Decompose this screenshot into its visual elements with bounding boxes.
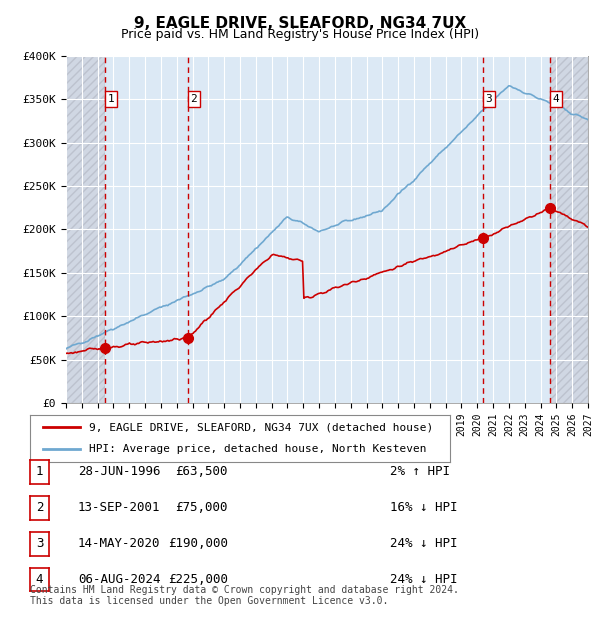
Text: 2: 2: [36, 502, 43, 514]
Text: 2% ↑ HPI: 2% ↑ HPI: [390, 466, 450, 478]
Bar: [550, 56, 588, 403]
Text: £63,500: £63,500: [176, 466, 228, 478]
Text: £225,000: £225,000: [168, 574, 228, 586]
Text: 24% ↓ HPI: 24% ↓ HPI: [390, 538, 458, 550]
Bar: [66, 56, 106, 403]
Bar: [106, 56, 188, 403]
Text: 4: 4: [36, 574, 43, 586]
Text: 28-JUN-1996: 28-JUN-1996: [78, 466, 161, 478]
Text: 3: 3: [485, 94, 492, 104]
Text: £75,000: £75,000: [176, 502, 228, 514]
Text: 3: 3: [36, 538, 43, 550]
Text: Price paid vs. HM Land Registry's House Price Index (HPI): Price paid vs. HM Land Registry's House …: [121, 28, 479, 41]
Text: 14-MAY-2020: 14-MAY-2020: [78, 538, 161, 550]
Text: 24% ↓ HPI: 24% ↓ HPI: [390, 574, 458, 586]
Bar: [188, 56, 483, 403]
Text: 2: 2: [190, 94, 197, 104]
Text: 9, EAGLE DRIVE, SLEAFORD, NG34 7UX (detached house): 9, EAGLE DRIVE, SLEAFORD, NG34 7UX (deta…: [89, 422, 433, 432]
Text: £190,000: £190,000: [168, 538, 228, 550]
Text: 9, EAGLE DRIVE, SLEAFORD, NG34 7UX: 9, EAGLE DRIVE, SLEAFORD, NG34 7UX: [134, 16, 466, 30]
Text: 06-AUG-2024: 06-AUG-2024: [78, 574, 161, 586]
Text: Contains HM Land Registry data © Crown copyright and database right 2024.
This d: Contains HM Land Registry data © Crown c…: [30, 585, 459, 606]
Text: 1: 1: [108, 94, 115, 104]
Text: 4: 4: [553, 94, 559, 104]
Text: HPI: Average price, detached house, North Kesteven: HPI: Average price, detached house, Nort…: [89, 444, 426, 454]
Text: 13-SEP-2001: 13-SEP-2001: [78, 502, 161, 514]
Text: 1: 1: [36, 466, 43, 478]
Text: 16% ↓ HPI: 16% ↓ HPI: [390, 502, 458, 514]
Bar: [483, 56, 550, 403]
